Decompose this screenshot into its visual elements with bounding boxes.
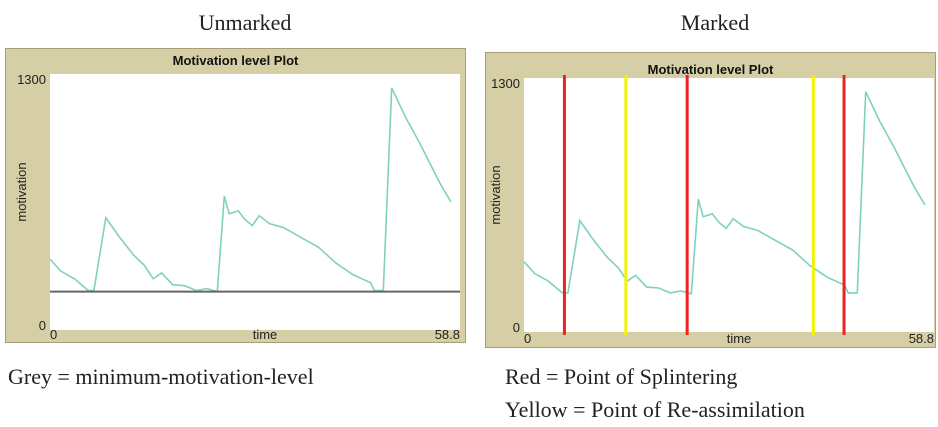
x-tick-label-max: 58.8	[435, 327, 460, 342]
x-tick-label-min: 0	[50, 327, 57, 342]
caption-grey-legend: Grey = minimum-motivation-level	[8, 364, 314, 389]
y-axis-label: motivation	[488, 165, 503, 224]
x-axis-label: time	[727, 331, 752, 346]
heading-marked: Marked	[680, 10, 750, 35]
plot-svg: 1300 00 58.8 time motivation	[488, 75, 934, 346]
caption-red-legend: Red = Point of Splintering	[505, 364, 738, 389]
y-tick-label-max: 1300	[17, 72, 46, 87]
y-axis-label: motivation	[14, 162, 29, 221]
y-tick-label-max: 1300	[491, 76, 520, 91]
y-tick-label-min: 0	[513, 320, 520, 335]
heading-unmarked: Unmarked	[198, 10, 292, 35]
motivation-plot-marked: Motivation level Plot 1300 0 0 58.8 time moti…	[485, 52, 936, 348]
x-tick-label-min: 0	[524, 331, 531, 346]
x-axis-label: time	[253, 327, 278, 342]
plot-area	[524, 78, 934, 332]
motivation-plot-unmarked: Motivation level Plot 1300 0 0 58.8 time moti…	[5, 48, 466, 343]
plot-area	[50, 74, 460, 330]
motivation-line	[523, 91, 926, 295]
plot-title: Motivation level Plot	[172, 53, 299, 68]
y-tick-label-min: 0	[39, 318, 46, 333]
plot-svg: 1300 00 58.8 time motivation	[14, 72, 460, 342]
caption-yellow-legend: Yellow = Point of Re-assimilation	[505, 397, 805, 422]
plot-title: Motivation level Plot	[647, 62, 774, 77]
x-tick-label-max: 58.8	[909, 331, 934, 346]
